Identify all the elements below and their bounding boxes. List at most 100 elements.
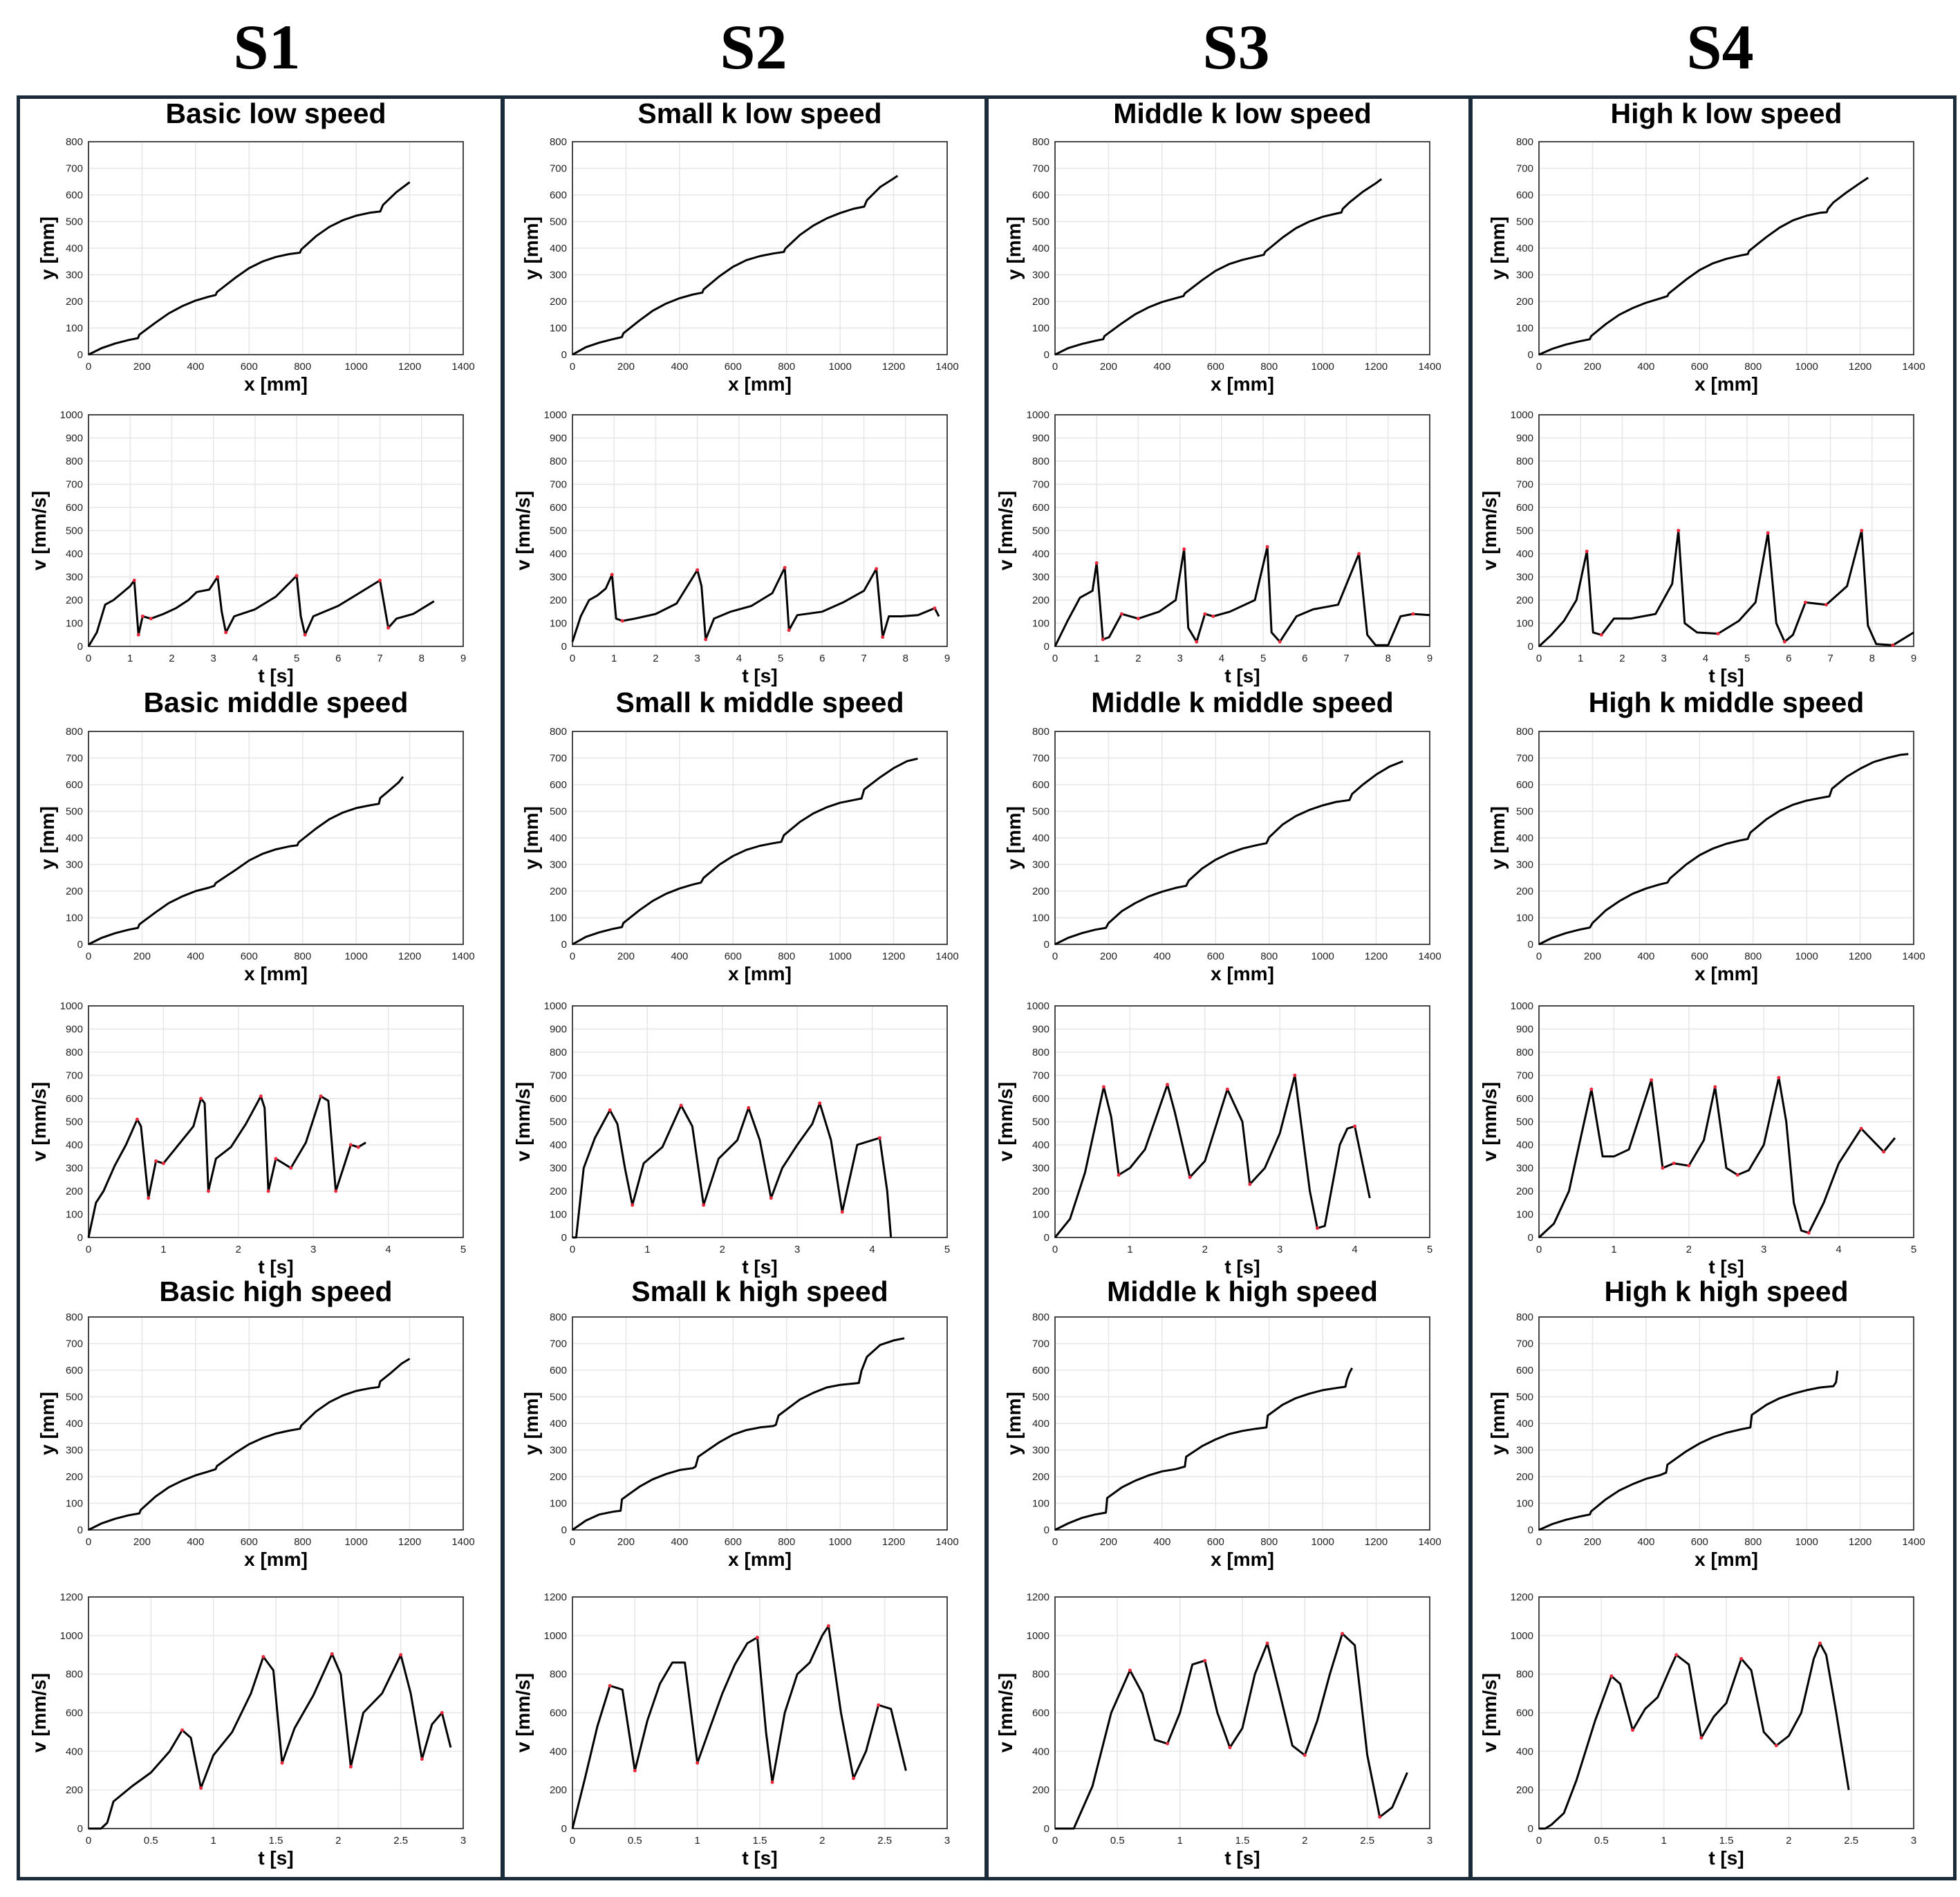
x-tick-label: 0.5: [144, 1835, 158, 1847]
y-axis-label: y [mm]: [1003, 1392, 1025, 1455]
y-tick-label: 0: [561, 349, 567, 361]
extremum-marker: [136, 633, 140, 637]
x-tick-label: 0: [1052, 951, 1058, 962]
x-tick-label: 1: [644, 1244, 650, 1255]
x-axis-label: x [mm]: [1211, 373, 1274, 395]
y-tick-label: 500: [1516, 525, 1533, 537]
x-tick-label: 1200: [398, 361, 421, 373]
y-tick-label: 1000: [60, 1630, 83, 1642]
extremum-marker: [140, 614, 144, 618]
y-tick-label: 800: [1516, 726, 1533, 738]
series-line: [572, 1337, 905, 1531]
x-tick-label: 6: [1302, 653, 1307, 664]
plot-frame: [88, 731, 464, 945]
extremum-marker: [1228, 1746, 1232, 1750]
x-tick-label: 600: [725, 361, 742, 373]
extremum-marker: [1117, 1173, 1121, 1177]
y-tick-label: 700: [1516, 1070, 1533, 1082]
extremum-marker: [1589, 1087, 1594, 1092]
x-tick-label: 3: [1277, 1244, 1282, 1255]
x-tick-label: 1400: [935, 1536, 958, 1548]
x-tick-label: 3: [1177, 653, 1182, 664]
y-tick-label: 300: [550, 859, 567, 871]
extremum-marker: [1166, 1083, 1170, 1087]
x-tick-label: 2: [1686, 1244, 1692, 1255]
panel-3-1: 0 1 2 3 4 5 0 100 200 300 400 500 600 700 800 900 1000 t …: [512, 1000, 950, 1278]
x-tick-label: 5: [294, 653, 299, 664]
x-tick-label: 9: [460, 653, 466, 664]
y-tick-label: 200: [1516, 886, 1533, 897]
y-tick-label: 800: [66, 1047, 83, 1058]
extremum-marker: [1882, 1150, 1886, 1154]
extremum-marker: [1357, 552, 1361, 556]
x-tick-label: 1200: [1849, 361, 1872, 373]
y-tick-label: 400: [1032, 1139, 1049, 1151]
y-tick-label: 200: [1516, 1784, 1533, 1796]
extremum-marker: [702, 1203, 706, 1207]
x-tick-label: 5: [1744, 653, 1750, 664]
y-tick-label: 0: [77, 641, 83, 653]
y-tick-label: 800: [550, 726, 567, 738]
y-tick-label: 600: [1032, 1093, 1049, 1105]
x-tick-label: 1000: [1311, 951, 1334, 962]
y-tick-label: 1000: [60, 1000, 83, 1012]
x-tick-label: 0: [570, 1536, 575, 1548]
extremum-marker: [1766, 531, 1770, 535]
y-tick-label: 900: [550, 433, 567, 445]
y-tick-label: 300: [550, 1445, 567, 1457]
plot-frame: [1538, 414, 1914, 647]
y-tick-label: 1000: [60, 409, 83, 421]
x-tick-label: 1400: [935, 361, 958, 373]
x-tick-label: 200: [1584, 1536, 1601, 1548]
x-tick-label: 600: [241, 1536, 258, 1548]
y-tick-label: 300: [66, 859, 83, 871]
x-tick-label: 1.5: [753, 1835, 767, 1847]
extremum-marker: [1716, 632, 1720, 636]
panel-4-1: 0 200 400 600 800 1000 1200 1400 0 100 200 300 400 50…: [521, 1275, 959, 1570]
y-tick-label: 700: [1032, 1070, 1049, 1082]
x-tick-label: 1200: [398, 951, 421, 962]
y-tick-label: 600: [550, 1708, 567, 1719]
y-tick-label: 100: [1032, 1209, 1049, 1221]
extremum-marker: [696, 1761, 700, 1765]
panel-1-1: 0 1 2 3 4 5 6 7 8 9 0 100 200 300 400 500 600 700 800 900 10…: [512, 409, 950, 686]
x-axis-label: x [mm]: [1695, 1549, 1758, 1570]
y-tick-label: 800: [1032, 1669, 1049, 1681]
y-tick-label: 700: [66, 1338, 83, 1350]
x-tick-label: 1400: [1418, 951, 1441, 962]
extremum-marker: [608, 1683, 612, 1688]
y-tick-label: 600: [66, 1708, 83, 1719]
y-tick-label: 800: [66, 456, 83, 467]
x-tick-label: 0: [86, 951, 91, 962]
extremum-marker: [216, 575, 220, 579]
y-tick-label: 1000: [544, 409, 567, 421]
y-tick-label: 100: [66, 1498, 83, 1510]
x-tick-label: 400: [671, 951, 688, 962]
y-tick-label: 200: [1032, 886, 1049, 897]
y-tick-label: 700: [1516, 479, 1533, 491]
panel-title: Small k high speed: [631, 1275, 888, 1307]
x-tick-label: 3: [944, 1835, 950, 1847]
y-tick-label: 1000: [1511, 1000, 1533, 1012]
y-axis-label: v [mm/s]: [995, 491, 1016, 570]
x-tick-label: 2: [1302, 1835, 1307, 1847]
y-tick-label: 400: [66, 832, 83, 844]
y-tick-label: 700: [66, 1070, 83, 1082]
y-tick-label: 200: [1032, 296, 1049, 308]
x-tick-label: 2.5: [393, 1835, 408, 1847]
y-tick-label: 100: [550, 913, 567, 924]
x-tick-label: 400: [187, 1536, 204, 1548]
y-tick-label: 800: [550, 1311, 567, 1323]
y-tick-label: 1000: [1511, 1630, 1533, 1642]
y-tick-label: 0: [77, 349, 83, 361]
x-axis-label: x [mm]: [728, 1549, 792, 1570]
panel-title: High k high speed: [1604, 1275, 1848, 1307]
x-tick-label: 600: [1691, 361, 1708, 373]
y-tick-label: 100: [66, 1209, 83, 1221]
y-tick-label: 400: [1032, 243, 1049, 254]
y-tick-label: 400: [1032, 1746, 1049, 1757]
y-tick-label: 100: [1032, 913, 1049, 924]
x-tick-label: 0: [1536, 1244, 1542, 1255]
extremum-marker: [1599, 633, 1603, 637]
extremum-marker: [1782, 639, 1786, 644]
